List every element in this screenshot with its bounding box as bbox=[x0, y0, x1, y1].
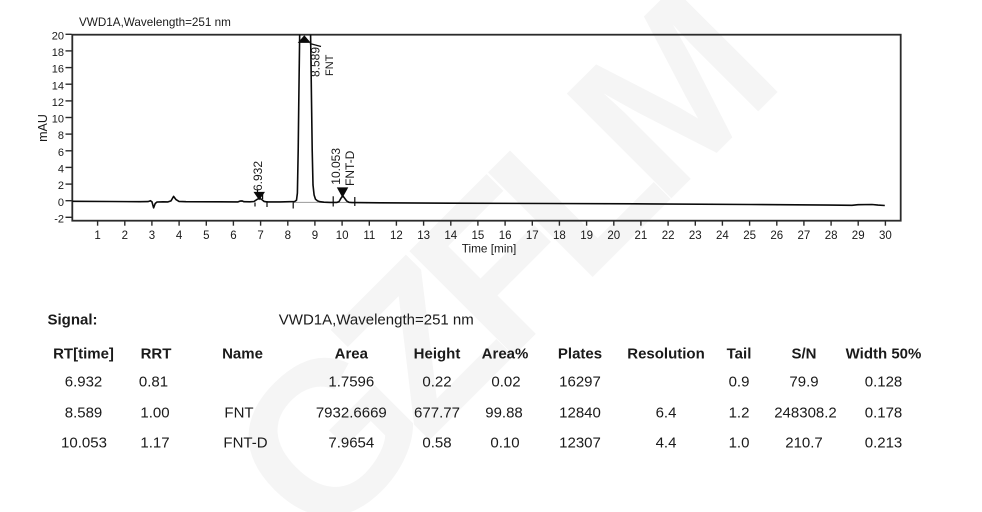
svg-text:9: 9 bbox=[312, 230, 318, 242]
svg-text:4: 4 bbox=[58, 164, 64, 176]
svg-text:26: 26 bbox=[770, 230, 783, 242]
svg-text:4: 4 bbox=[176, 230, 183, 242]
svg-text:10.053: 10.053 bbox=[329, 148, 343, 185]
svg-text:30: 30 bbox=[879, 230, 892, 242]
svg-text:17: 17 bbox=[526, 230, 539, 242]
svg-text:11: 11 bbox=[363, 230, 375, 242]
svg-text:10: 10 bbox=[52, 114, 64, 126]
svg-text:13: 13 bbox=[417, 230, 430, 242]
svg-text:28: 28 bbox=[825, 230, 838, 242]
svg-text:12: 12 bbox=[390, 230, 403, 242]
svg-text:2: 2 bbox=[122, 230, 128, 242]
svg-text:6: 6 bbox=[230, 230, 236, 242]
svg-text:2: 2 bbox=[58, 180, 64, 192]
svg-text:22: 22 bbox=[662, 230, 675, 242]
svg-text:mAU: mAU bbox=[36, 114, 50, 142]
svg-text:7: 7 bbox=[257, 230, 263, 242]
svg-text:12: 12 bbox=[52, 97, 64, 109]
svg-text:10: 10 bbox=[336, 230, 349, 242]
svg-text:8: 8 bbox=[285, 230, 291, 242]
svg-text:15: 15 bbox=[472, 230, 485, 242]
svg-text:29: 29 bbox=[852, 230, 865, 242]
svg-text:Time [min]: Time [min] bbox=[462, 242, 517, 256]
svg-text:3: 3 bbox=[149, 230, 155, 242]
svg-text:-2: -2 bbox=[54, 213, 64, 225]
svg-text:6: 6 bbox=[58, 147, 64, 159]
svg-text:24: 24 bbox=[716, 230, 729, 242]
svg-text:FNT: FNT bbox=[324, 54, 336, 76]
svg-text:1: 1 bbox=[94, 230, 100, 242]
svg-text:19: 19 bbox=[580, 230, 593, 242]
svg-text:16: 16 bbox=[52, 64, 64, 76]
svg-text:14: 14 bbox=[444, 230, 457, 242]
svg-text:21: 21 bbox=[635, 230, 648, 242]
svg-text:16: 16 bbox=[499, 230, 512, 242]
svg-text:0: 0 bbox=[58, 197, 64, 209]
svg-text:8.589: 8.589 bbox=[308, 47, 322, 77]
svg-text:5: 5 bbox=[203, 230, 209, 242]
svg-text:25: 25 bbox=[743, 230, 756, 242]
svg-text:23: 23 bbox=[689, 230, 702, 242]
svg-text:20: 20 bbox=[52, 30, 64, 42]
svg-text:18: 18 bbox=[553, 230, 566, 242]
svg-text:14: 14 bbox=[52, 80, 64, 92]
svg-text:8: 8 bbox=[58, 130, 64, 142]
svg-text:VWD1A,Wavelength=251 nm: VWD1A,Wavelength=251 nm bbox=[79, 16, 231, 29]
svg-text:27: 27 bbox=[798, 230, 811, 242]
svg-text:6.932: 6.932 bbox=[251, 161, 265, 191]
svg-text:20: 20 bbox=[607, 230, 620, 242]
svg-text:FNT-D: FNT-D bbox=[343, 150, 357, 186]
svg-text:18: 18 bbox=[52, 47, 64, 59]
